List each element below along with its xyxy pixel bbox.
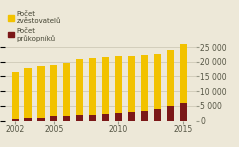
- Bar: [37, 118, 44, 121]
- Bar: [141, 111, 148, 121]
- Bar: [50, 65, 57, 121]
- Bar: [179, 44, 187, 121]
- Bar: [89, 58, 96, 121]
- Bar: [37, 66, 44, 121]
- Bar: [50, 116, 57, 121]
- Bar: [102, 114, 109, 121]
- Legend: Počet
zvěstovatelů, Počet
průkopníků: Počet zvěstovatelů, Počet průkopníků: [8, 11, 61, 42]
- Bar: [167, 106, 174, 121]
- Bar: [76, 59, 83, 121]
- Bar: [11, 119, 19, 121]
- Bar: [24, 68, 32, 121]
- Bar: [128, 112, 135, 121]
- Bar: [115, 56, 122, 121]
- Bar: [24, 118, 32, 121]
- Bar: [179, 103, 187, 121]
- Bar: [76, 115, 83, 121]
- Bar: [63, 116, 70, 121]
- Bar: [128, 56, 135, 121]
- Bar: [102, 57, 109, 121]
- Bar: [154, 54, 161, 121]
- Bar: [63, 63, 70, 121]
- Bar: [11, 72, 19, 121]
- Bar: [167, 50, 174, 121]
- Bar: [141, 55, 148, 121]
- Bar: [89, 115, 96, 121]
- Bar: [115, 113, 122, 121]
- Bar: [154, 109, 161, 121]
